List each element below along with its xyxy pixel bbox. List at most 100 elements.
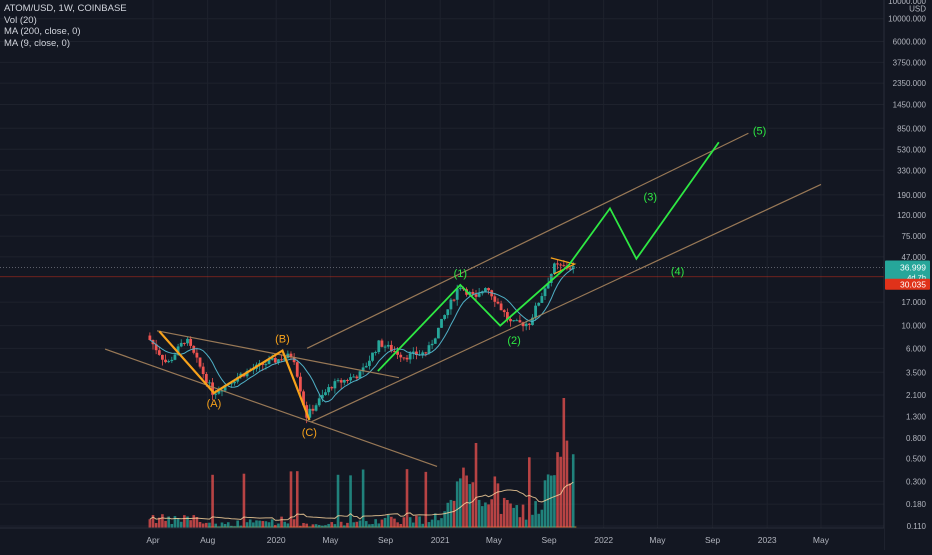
indicator-vol: Vol (20) bbox=[4, 14, 37, 26]
wave-label-2: (2) bbox=[507, 335, 520, 347]
volume-bar bbox=[499, 513, 503, 528]
volume-bar bbox=[377, 523, 381, 528]
volume-bar bbox=[531, 514, 534, 528]
volume-bar bbox=[364, 521, 368, 528]
volume-bar bbox=[286, 523, 290, 528]
price-tick-label: 190.000 bbox=[897, 191, 926, 200]
volume-bar bbox=[327, 523, 330, 528]
volume-bar bbox=[352, 522, 356, 528]
candle-body bbox=[355, 376, 359, 379]
wave-label-3: (3) bbox=[644, 191, 657, 203]
wave-label-C: (C) bbox=[302, 427, 317, 439]
candle-body bbox=[364, 365, 368, 368]
candle-body bbox=[505, 312, 509, 320]
candle-body bbox=[352, 376, 356, 378]
volume-bar bbox=[361, 469, 365, 528]
volume-bar bbox=[437, 520, 440, 528]
candle-body bbox=[289, 353, 293, 358]
volume-bar bbox=[474, 443, 478, 528]
candle-body bbox=[518, 320, 522, 323]
candle-body bbox=[214, 393, 218, 395]
volume-bar bbox=[308, 526, 312, 528]
wave-label-B: (B) bbox=[275, 334, 290, 346]
volume-bar bbox=[540, 509, 544, 528]
impulse-wave-path bbox=[377, 141, 720, 372]
volume-bar bbox=[186, 516, 189, 528]
volume-bar bbox=[506, 499, 509, 528]
candle-body bbox=[374, 352, 378, 354]
candle-body bbox=[493, 296, 497, 302]
candle-body bbox=[430, 343, 434, 346]
candle-body bbox=[512, 320, 516, 322]
candle-body bbox=[377, 340, 381, 353]
ma-9-line bbox=[149, 268, 574, 403]
candle-body bbox=[195, 352, 199, 358]
candle-body bbox=[540, 296, 544, 303]
volume-bar bbox=[518, 517, 522, 528]
current-price-badge bbox=[885, 260, 930, 283]
volume-bar bbox=[390, 516, 393, 528]
candle-body bbox=[455, 289, 459, 300]
volume-bar bbox=[179, 521, 183, 528]
volume-bar bbox=[167, 516, 170, 528]
candle-body bbox=[527, 323, 531, 325]
candle-body bbox=[280, 359, 283, 361]
volume-bar bbox=[289, 471, 293, 528]
candle-body bbox=[173, 354, 177, 360]
candle-body bbox=[182, 342, 186, 344]
volume-bar bbox=[415, 515, 418, 528]
candle-body bbox=[339, 380, 343, 383]
price-tick-label: 10000.000 bbox=[888, 15, 926, 24]
volume-bar bbox=[502, 497, 506, 528]
candle-body bbox=[167, 361, 171, 363]
volume-bar bbox=[330, 522, 334, 528]
candle-body bbox=[367, 360, 371, 366]
candle-body bbox=[443, 315, 447, 319]
candle-body bbox=[433, 338, 437, 344]
time-tick-label: May bbox=[813, 535, 830, 545]
volume-bar bbox=[274, 525, 277, 528]
candle-body bbox=[499, 303, 503, 311]
candle-body bbox=[211, 382, 214, 395]
candle-body bbox=[336, 380, 340, 382]
volume-bar bbox=[217, 526, 221, 528]
volume-bar bbox=[173, 516, 177, 528]
candle-body bbox=[446, 309, 450, 316]
time-tick-label: 2021 bbox=[431, 535, 450, 545]
volume-bar bbox=[302, 522, 305, 528]
candle-body bbox=[556, 263, 559, 265]
time-tick-label: 2020 bbox=[267, 535, 286, 545]
volume-bar bbox=[393, 518, 396, 528]
candle-body bbox=[295, 362, 299, 377]
candle-body bbox=[161, 354, 164, 360]
time-tick-label: Apr bbox=[146, 535, 159, 545]
indicator-ma-200: MA (200, close, 0) bbox=[4, 26, 81, 37]
candle-body bbox=[383, 346, 387, 348]
time-axis-background bbox=[0, 528, 884, 550]
volume-bar bbox=[205, 522, 208, 528]
candle-body bbox=[317, 398, 321, 406]
volume-bar bbox=[211, 474, 214, 528]
volume-bar bbox=[176, 518, 180, 528]
candle-body bbox=[458, 288, 462, 290]
candle-body bbox=[393, 351, 396, 353]
candle-body bbox=[233, 381, 236, 384]
candle-body bbox=[346, 379, 349, 381]
candle-body bbox=[324, 392, 327, 396]
symbol-line: ATOM/USD, 1W, COINBASE bbox=[4, 3, 127, 14]
volume-bar bbox=[484, 502, 487, 528]
volume-bar bbox=[443, 511, 446, 528]
volume-bar bbox=[402, 517, 406, 528]
candle-body bbox=[521, 322, 525, 327]
volume-bar bbox=[321, 525, 324, 528]
volume-bar bbox=[571, 454, 575, 528]
volume-bar bbox=[440, 518, 443, 528]
volume-bar bbox=[528, 457, 531, 528]
volume-bar bbox=[468, 484, 472, 528]
price-tick-label: 3750.000 bbox=[893, 58, 927, 67]
volume-bar bbox=[333, 524, 337, 528]
candle-body bbox=[546, 282, 550, 289]
